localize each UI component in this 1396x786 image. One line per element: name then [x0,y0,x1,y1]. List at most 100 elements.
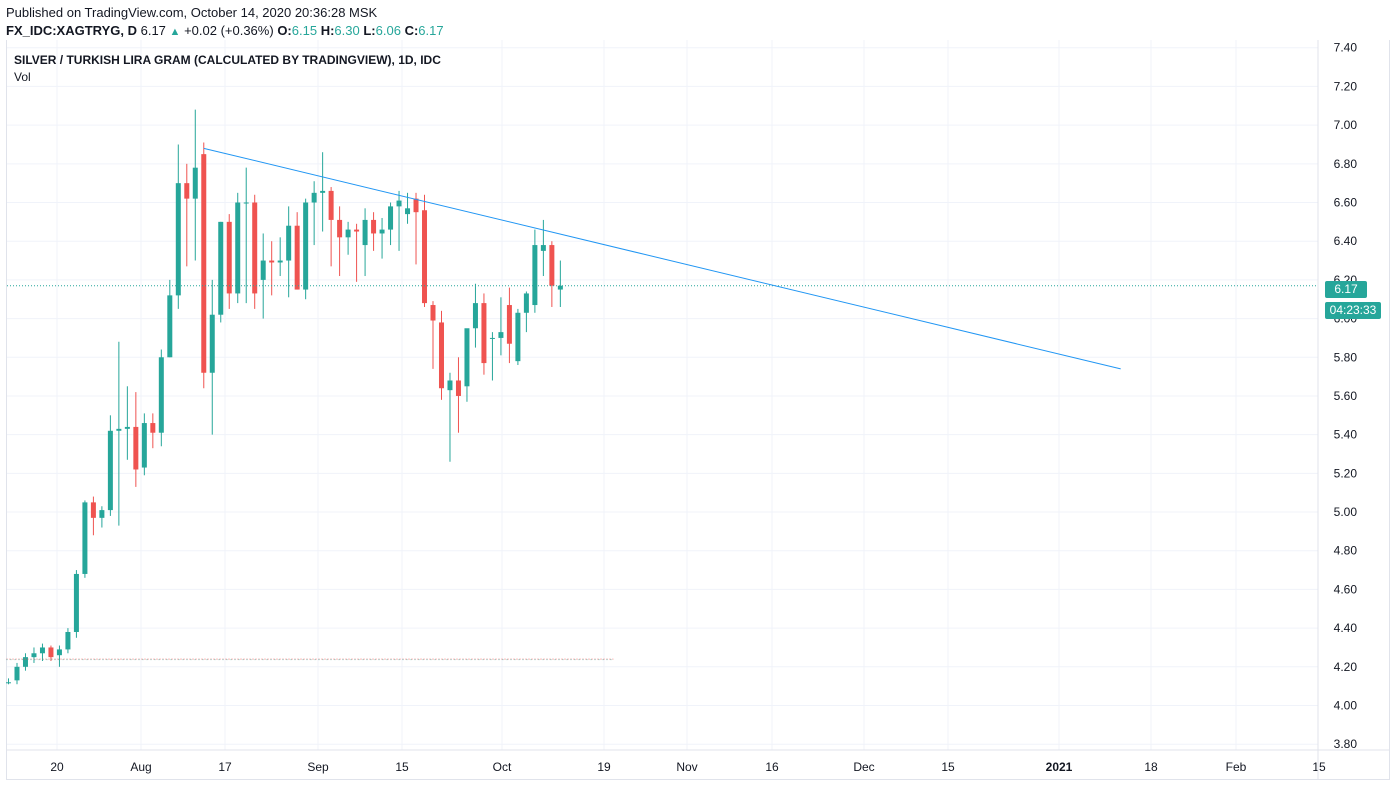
candle-body [116,428,122,431]
candle [48,645,54,662]
candle-body [337,219,343,238]
y-tick-label: 7.20 [1334,79,1358,93]
candle [218,221,224,323]
candle-body [31,653,37,658]
chart-legend: SILVER / TURKISH LIRA GRAM (CALCULATED B… [14,52,441,86]
candle [371,212,377,251]
candle-body [345,229,351,238]
candle [294,212,300,290]
candle-body [82,502,88,574]
candle-body [124,426,130,429]
chart-frame [6,40,1390,780]
candle [31,647,37,663]
candle-body [269,260,275,263]
y-tick-label: 7.00 [1334,118,1358,132]
y-tick-label: 5.20 [1334,466,1358,480]
candle-body [506,305,512,344]
candle-body [532,245,538,306]
x-tick-label: 17 [218,760,232,774]
close-value: 6.17 [418,23,444,38]
candle [447,372,453,462]
candle [506,287,512,364]
chart-header: Published on TradingView.com, October 14… [6,4,444,41]
chart-title: SILVER / TURKISH LIRA GRAM (CALCULATED B… [14,53,441,67]
candle-body [303,202,309,290]
candle [515,308,521,366]
candle [532,229,538,313]
candle-body [472,303,478,329]
candle [192,109,198,261]
candle [116,341,122,526]
candle [464,328,470,402]
ohlc-line: FX_IDC:XAGTRYG, D 6.17 ▲ +0.02 (+0.36%) … [6,22,444,41]
y-tick-label: 5.40 [1334,428,1358,442]
candle [82,500,88,578]
low-label: L: [363,23,376,38]
x-tick-label: 19 [597,760,611,774]
candle-body [150,423,156,433]
candle [481,293,487,375]
candle-body [430,305,436,321]
candle-body [422,210,428,304]
x-tick-label: 20 [50,760,64,774]
candle [107,415,113,516]
candle-body [235,202,241,294]
candle [379,217,385,259]
candle-body [354,229,360,232]
candle-body [184,183,190,199]
x-tick-label: Aug [130,760,151,774]
candle [413,192,419,265]
low-value: 6.06 [375,23,401,38]
y-tick-label: 4.20 [1334,660,1358,674]
candle [286,206,292,298]
candle [209,279,215,435]
candle [438,310,444,400]
candles [6,109,563,685]
y-tick-label: 7.40 [1334,41,1358,55]
price-axis: 3.80 4.00 4.20 4.40 4.60 4.80 5.00 5.20 5.40 5.60… [1334,41,1358,751]
last-price-badge: 6.17 [1325,281,1367,298]
candle-body [218,221,224,315]
up-arrow-icon: ▲ [169,26,181,38]
x-tick-label: 15 [395,760,409,774]
candle-body [39,647,45,654]
candle [56,645,62,667]
candle-body [379,229,385,234]
candle [455,357,461,433]
candle [405,192,411,224]
candle [557,260,563,307]
y-tick-label: 4.00 [1334,699,1358,713]
candle [303,198,309,300]
candle [523,291,529,333]
x-tick-label: Oct [493,760,512,774]
candle [354,223,360,282]
candle [175,144,181,309]
close-label: C: [404,23,419,38]
candle-body [455,380,461,396]
candle-body [48,647,54,658]
candle-body [14,666,20,681]
candle [260,233,266,319]
symbol-label: FX_IDC:XAGTRYG, D [6,23,137,38]
candle [540,219,546,277]
x-tick-label: Feb [1226,760,1247,774]
x-tick-label: Nov [676,760,697,774]
candle-body [557,285,563,290]
candle [311,181,317,246]
candle [320,152,326,232]
candle-body [523,293,529,313]
candle-body [6,682,11,684]
x-tick-label: Sep [307,760,329,774]
candle [243,167,249,304]
volume-indicator-label[interactable]: Vol [14,70,31,84]
candle-body [328,190,334,220]
x-tick-label: 18 [1144,760,1158,774]
candle-body [65,631,71,650]
candle [388,202,394,246]
candle-body [489,337,495,339]
candle-body [226,221,232,294]
change-value: +0.02 (+0.36%) [184,23,274,38]
time-axis: 20 Aug 17 Sep 15 Oct 19 Nov 16 Dec 15 2021 18 Feb 15 [7,40,1389,779]
candle-body [201,154,207,373]
